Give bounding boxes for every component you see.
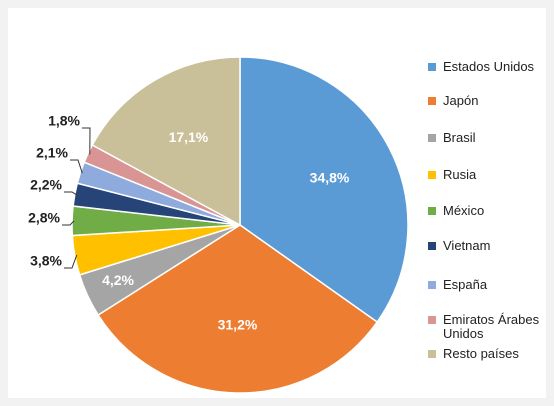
legend-item: México — [428, 204, 546, 218]
legend-item: Japón — [428, 94, 546, 108]
legend-swatch — [428, 350, 436, 358]
data-label: 1,8% — [48, 113, 80, 129]
legend-label: Vietnam — [443, 238, 491, 253]
legend-label: Estados Unidos — [443, 59, 535, 74]
data-label: 17,1% — [169, 129, 209, 145]
data-label: 4,2% — [102, 272, 134, 288]
legend-swatch — [428, 171, 436, 179]
pie-slice — [97, 224, 379, 394]
pie-slice — [91, 56, 241, 227]
legend-label: Japón — [443, 93, 479, 108]
legend-label: Emiratos Árabes Unidos — [443, 312, 540, 341]
leader-line — [64, 191, 78, 196]
data-label: 34,8% — [310, 169, 350, 185]
leader-line — [70, 159, 83, 174]
leader-line — [82, 127, 91, 155]
legend-item: Estados Unidos — [428, 60, 546, 74]
legend-swatch — [428, 281, 436, 289]
data-label: 3,8% — [30, 253, 62, 269]
legend-item: Vietnam — [428, 239, 546, 253]
legend-label: Brasil — [443, 130, 476, 145]
legend-swatch — [428, 242, 436, 250]
legend-item: Emiratos Árabes Unidos — [428, 313, 546, 341]
legend-swatch — [428, 134, 436, 142]
legend-swatch — [428, 207, 436, 215]
legend-item: Brasil — [428, 131, 546, 145]
legend-item: España — [428, 278, 546, 292]
legend: Estados Unidos Japón Brasil Rusia México Viet… — [428, 60, 546, 361]
data-label: 31,2% — [218, 316, 258, 332]
legend-swatch — [428, 316, 436, 324]
legend-item: Resto países — [428, 347, 546, 361]
legend-item: Rusia — [428, 168, 546, 182]
legend-label: España — [443, 277, 488, 292]
leader-line — [64, 254, 78, 269]
data-label: 2,1% — [36, 145, 68, 161]
data-label: 2,2% — [30, 177, 62, 193]
data-label: 2,8% — [28, 210, 60, 226]
legend-label: Resto países — [443, 346, 519, 361]
pie-slice — [239, 56, 409, 324]
legend-label: Rusia — [443, 167, 477, 182]
legend-swatch — [428, 63, 436, 71]
leader-line — [62, 220, 75, 226]
legend-swatch — [428, 97, 436, 105]
legend-label: México — [443, 203, 485, 218]
